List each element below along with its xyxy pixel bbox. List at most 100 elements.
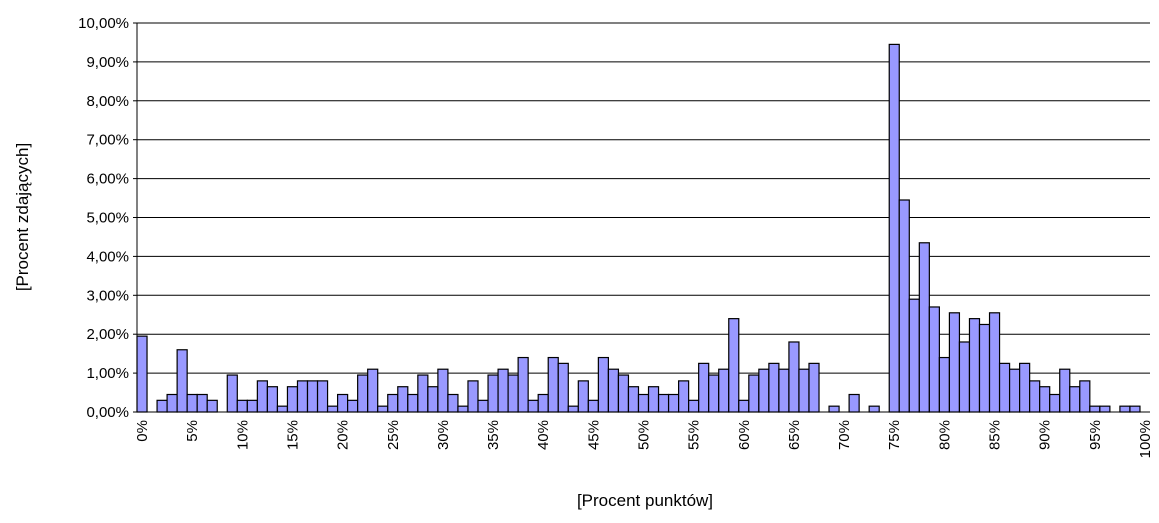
bar [196, 393, 208, 413]
x-tick-label: 45% [585, 420, 602, 450]
bar [778, 368, 790, 413]
y-tick-label: 8,00% [86, 93, 129, 110]
bar [557, 362, 569, 413]
bar [347, 399, 359, 413]
bar [387, 393, 399, 413]
x-tick-label: 90% [1037, 420, 1054, 450]
bar [597, 356, 609, 413]
x-tick-label: 5% [184, 420, 201, 442]
bar [156, 399, 168, 413]
bar [357, 374, 369, 413]
bar [1019, 362, 1031, 413]
x-tick-label: 35% [485, 420, 502, 450]
bar [467, 380, 479, 413]
bar [768, 362, 780, 413]
x-tick-label: 15% [284, 420, 301, 450]
bar [276, 405, 289, 413]
bar [657, 393, 670, 413]
bar [617, 374, 630, 413]
bar [447, 393, 459, 413]
bar [246, 399, 258, 413]
bar [437, 368, 449, 413]
bar [758, 368, 770, 413]
bar [788, 341, 800, 413]
x-tick-label: 0% [134, 420, 151, 442]
x-tick-label: 80% [936, 420, 953, 450]
y-axis-title: [Procent zdających] [13, 143, 32, 291]
bar [958, 341, 971, 413]
bar [918, 242, 930, 413]
x-tick-label: 30% [435, 420, 452, 450]
bar [978, 323, 991, 413]
bar [497, 368, 509, 413]
bar [286, 386, 299, 413]
bar [938, 356, 951, 413]
bar [1039, 386, 1051, 413]
bar [898, 199, 910, 413]
bar [678, 380, 690, 413]
x-tick-label: 100% [1137, 420, 1154, 458]
bar [136, 335, 148, 413]
x-tick-label: 65% [786, 420, 803, 450]
bar [667, 393, 680, 413]
bar [567, 405, 579, 413]
bar [968, 318, 981, 413]
x-tick-label: 70% [836, 420, 853, 450]
bar [1008, 368, 1021, 413]
bar [1129, 405, 1141, 413]
bar [868, 405, 880, 413]
bar [627, 386, 640, 413]
bar [988, 312, 1001, 413]
bar [998, 362, 1011, 413]
bar [848, 393, 860, 413]
bar [517, 356, 529, 413]
bar [928, 306, 940, 413]
bar [537, 393, 549, 413]
bar [1049, 393, 1061, 413]
y-tick-label: 7,00% [86, 132, 129, 149]
bar [417, 374, 429, 413]
bar [296, 380, 309, 413]
bar [176, 349, 188, 413]
bar [1099, 405, 1111, 413]
bar [647, 386, 660, 413]
bar [888, 43, 900, 413]
bar [236, 399, 248, 413]
bar [798, 368, 810, 413]
bar [587, 399, 599, 413]
x-tick-label: 50% [636, 420, 653, 450]
y-tick-label: 4,00% [86, 248, 129, 265]
y-tick-label: 0,00% [86, 404, 129, 421]
bar [607, 368, 620, 413]
bar [708, 374, 720, 413]
bar [306, 380, 319, 413]
bar [266, 386, 279, 413]
bar [698, 362, 710, 413]
y-tick-label: 5,00% [86, 210, 129, 227]
bar [828, 405, 840, 413]
bar [226, 374, 238, 413]
x-tick-label: 20% [335, 420, 352, 450]
x-tick-label: 55% [686, 420, 703, 450]
x-tick-label: 10% [234, 420, 251, 450]
y-tick-label: 2,00% [86, 326, 129, 343]
y-tick-label: 3,00% [86, 287, 129, 304]
x-tick-label: 40% [535, 420, 552, 450]
x-axis-title: [Procent punktów] [577, 491, 713, 510]
bar [718, 368, 730, 413]
bar [457, 405, 469, 413]
bar [336, 393, 349, 413]
bar [1079, 380, 1091, 413]
bar [688, 399, 700, 413]
bar [316, 380, 329, 413]
x-tick-label: 75% [886, 420, 903, 450]
bar [186, 393, 198, 413]
y-tick-label: 6,00% [86, 171, 129, 188]
bar [166, 393, 178, 413]
bar [1089, 405, 1101, 413]
bar [948, 312, 961, 413]
bar [808, 362, 820, 413]
bar [326, 405, 339, 413]
bar [397, 386, 409, 413]
